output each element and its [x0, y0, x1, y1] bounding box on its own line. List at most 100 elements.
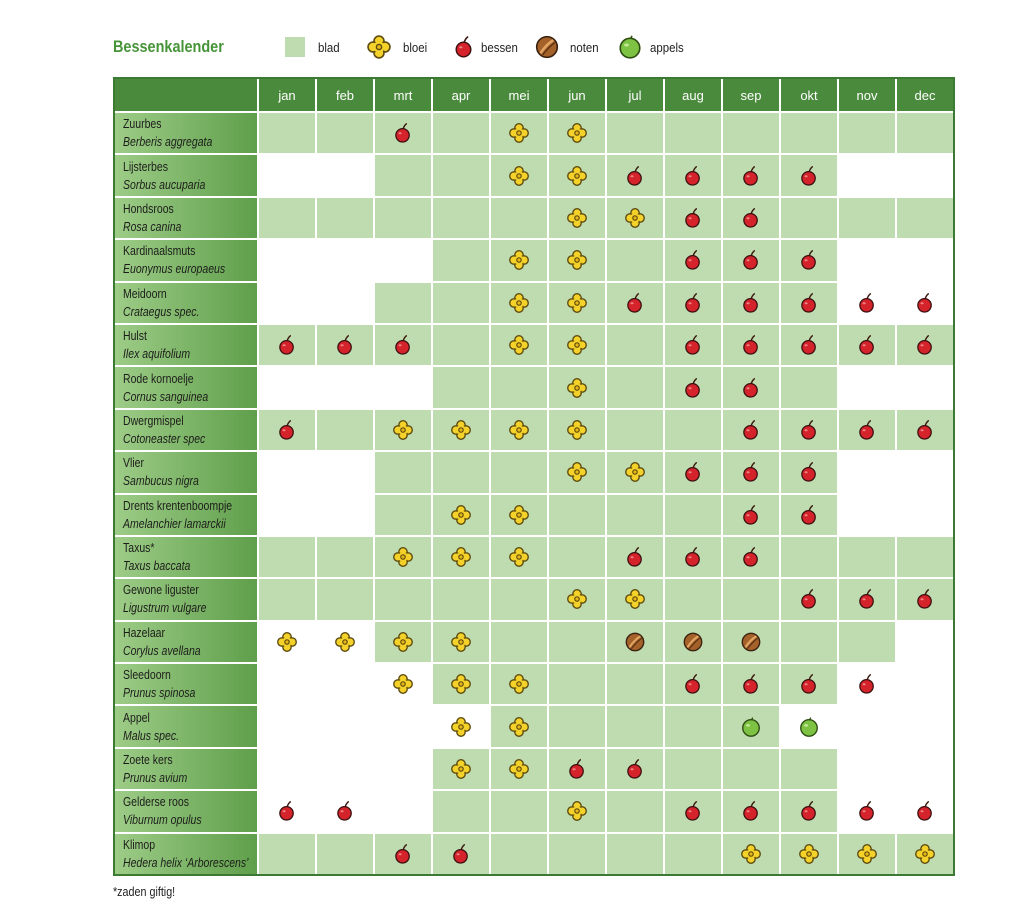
- plant-common-name: Hazelaar: [123, 625, 166, 640]
- plant-common-name: Hondsroos: [123, 201, 174, 216]
- plant-name-cell: Kardinaalsmuts Euonymus europaeus: [115, 240, 257, 281]
- apple-icon: [617, 34, 643, 60]
- leaf-month-cell: [375, 536, 431, 578]
- berry-icon: [682, 546, 704, 568]
- month-cell: [839, 494, 895, 535]
- flower-icon: [624, 461, 646, 483]
- leaf-month-cell: [723, 367, 779, 408]
- plant-common-name: Gewone liguster: [123, 583, 199, 598]
- month-cell: [897, 664, 953, 705]
- leaf-month-cell: [491, 452, 547, 493]
- flower-icon: [508, 758, 530, 780]
- leaf-month-cell: [549, 494, 605, 535]
- leaf-month-cell: [607, 706, 663, 747]
- plant-name-cell: Gelderse roos Viburnum opulus: [115, 791, 257, 832]
- flower-icon: [450, 631, 472, 653]
- leaf-month-cell: [259, 579, 315, 620]
- leaf-month-cell: [549, 833, 605, 874]
- plant-name-cell: Taxus* Taxus baccata: [115, 536, 257, 578]
- month-cell: [839, 791, 895, 832]
- leaf-month-cell: [433, 748, 489, 790]
- plant-common-name: Kardinaalsmuts: [123, 244, 196, 259]
- flower-icon: [566, 419, 588, 441]
- flower-icon: [450, 758, 472, 780]
- month-cell: [317, 494, 373, 535]
- leaf-month-cell: [549, 621, 605, 663]
- leaf-month-cell: [897, 197, 953, 239]
- legend-label-bloei: bloei: [403, 39, 428, 55]
- month-cell: [317, 791, 373, 832]
- plant-common-name: Zuurbes: [123, 117, 162, 132]
- leaf-month-cell: [665, 367, 721, 408]
- leaf-month-cell: [781, 791, 837, 832]
- flower-icon: [508, 546, 530, 568]
- plant-name-cell: Vlier Sambucus nigra: [115, 452, 257, 493]
- plant-name-cell: Hazelaar Corylus avellana: [115, 621, 257, 663]
- leaf-month-cell: [781, 621, 837, 663]
- leaf-month-cell: [491, 791, 547, 832]
- header-corner: [115, 79, 257, 111]
- flower-icon: [392, 546, 414, 568]
- leaf-month-cell: [491, 367, 547, 408]
- month-cell: [897, 748, 953, 790]
- leaf-month-cell: [607, 748, 663, 790]
- leaf-month-cell: [723, 706, 779, 747]
- berry-icon: [856, 588, 878, 610]
- flower-icon: [508, 292, 530, 314]
- legend-label-noten: noten: [570, 39, 599, 55]
- leaf-month-cell: [433, 579, 489, 620]
- leaf-month-cell: [839, 833, 895, 874]
- leaf-month-cell: [723, 791, 779, 832]
- berry-icon: [566, 758, 588, 780]
- leaf-month-cell: [433, 367, 489, 408]
- leaf-month-cell: [607, 155, 663, 196]
- plant-latin-name: Malus spec.: [123, 728, 180, 743]
- plant-latin-name: Sorbus aucuparia: [123, 177, 206, 192]
- flower-icon: [450, 504, 472, 526]
- berry-icon: [798, 673, 820, 695]
- berry-icon: [914, 334, 936, 356]
- plant-latin-name: Ligustrum vulgare: [123, 601, 207, 616]
- leaf-month-cell: [665, 409, 721, 451]
- legend-item-bessen: bessen: [452, 34, 523, 60]
- plant-name-cell: Klimop Hedera helix ‘Arborescens’: [115, 833, 257, 874]
- flower-icon: [566, 334, 588, 356]
- leaf-month-cell: [549, 409, 605, 451]
- leaf-month-cell: [723, 197, 779, 239]
- leaf-month-cell: [259, 324, 315, 366]
- month-cell: [897, 282, 953, 323]
- leaf-month-cell: [723, 579, 779, 620]
- flower-icon: [508, 673, 530, 695]
- month-cell: [375, 240, 431, 281]
- berry-icon: [740, 504, 762, 526]
- berry-icon: [740, 207, 762, 229]
- month-cell: [317, 706, 373, 747]
- flower-icon: [566, 249, 588, 271]
- plant-latin-name: Ilex aquifolium: [123, 347, 191, 362]
- leaf-month-cell: [607, 664, 663, 705]
- month-cell: [781, 706, 837, 747]
- leaf-month-cell: [549, 155, 605, 196]
- leaf-month-cell: [375, 324, 431, 366]
- plant-common-name: Hulst: [123, 329, 147, 344]
- month-cell: [897, 452, 953, 493]
- flower-icon: [508, 122, 530, 144]
- leaf-month-cell: [433, 197, 489, 239]
- berry-icon: [624, 758, 646, 780]
- plant-name-cell: Hondsroos Rosa canina: [115, 197, 257, 239]
- berry-icon: [740, 419, 762, 441]
- leaf-month-cell: [781, 240, 837, 281]
- leaf-month-cell: [665, 706, 721, 747]
- leaf-month-cell: [665, 324, 721, 366]
- leaf-month-cell: [723, 113, 779, 154]
- berry-icon: [450, 843, 472, 865]
- leaf-month-cell: [375, 579, 431, 620]
- flower-icon: [740, 843, 762, 865]
- plant-latin-name: Corylus avellana: [123, 643, 201, 658]
- berry-icon: [740, 334, 762, 356]
- flower-icon: [566, 800, 588, 822]
- berry-icon: [798, 461, 820, 483]
- plant-name-cell: Drents krentenboompje Amelanchier lamarck…: [115, 494, 257, 535]
- leaf-month-cell: [433, 833, 489, 874]
- berry-icon: [856, 419, 878, 441]
